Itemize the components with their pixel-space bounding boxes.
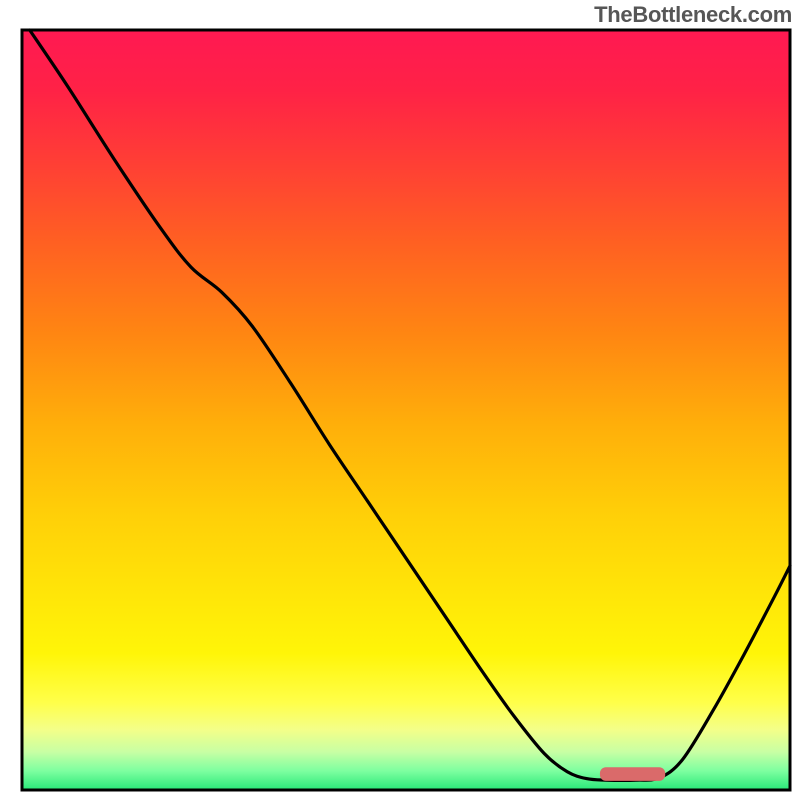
chart-container: TheBottleneck.com — [0, 0, 800, 800]
sweet-spot-marker — [600, 767, 665, 781]
plot-area — [22, 30, 790, 790]
chart-svg — [0, 0, 800, 800]
plot-background — [22, 30, 790, 790]
watermark-text: TheBottleneck.com — [594, 2, 792, 28]
